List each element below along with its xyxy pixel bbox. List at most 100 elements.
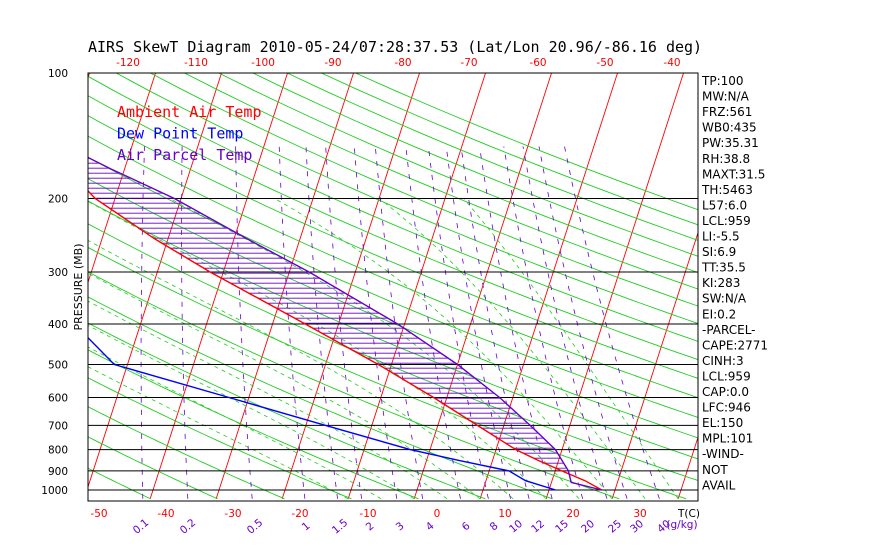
mixing-ratio-tick-label: 1 (300, 520, 313, 533)
dry-adiabat (88, 75, 698, 342)
dry-adiabat (88, 115, 698, 379)
index-entry: SW:N/A (702, 292, 747, 306)
bottom-temp-tick-label: -30 (224, 508, 241, 520)
pressure-tick-label: 900 (48, 466, 68, 478)
isotherm (0, 73, 24, 499)
index-entry: EI:0.2 (702, 307, 736, 321)
dry-adiabat (88, 296, 553, 500)
index-entry: TT:35.5 (701, 261, 746, 275)
top-temp-tick-label: -50 (596, 57, 613, 69)
top-temp-tick-label: -40 (663, 57, 680, 69)
pressure-tick-label: 1000 (41, 485, 68, 497)
index-entry: -WIND- (702, 447, 744, 461)
dry-adiabat (115, 73, 698, 324)
cape-hatching (88, 157, 569, 474)
mixing-ratio-tick-label: 0.2 (178, 517, 199, 537)
mixing-ratio-unit: (g/kg) (666, 519, 697, 531)
mixing-ratio-tick-label: 30 (628, 518, 646, 536)
isotherm (88, 73, 222, 489)
index-entry: NOT (702, 463, 728, 477)
dry-adiabat (355, 73, 698, 211)
dry-adiabat (88, 223, 698, 482)
dry-adiabat (88, 377, 352, 500)
index-entry: LFC:946 (702, 401, 751, 415)
mixing-ratio-line (479, 146, 553, 499)
dry-adiabat (321, 73, 698, 226)
dry-adiabat (252, 73, 698, 257)
bottom-temp-unit: T(C) (677, 508, 700, 520)
isotherm (744, 73, 870, 499)
chart-title: AIRS SkewT Diagram 2010-05-24/07:28:37.5… (88, 38, 702, 56)
index-entry: RH:38.8 (702, 152, 750, 166)
series-line-air-parcel-temp (88, 156, 602, 491)
plot-area (0, 73, 870, 500)
index-entry: PW:35.31 (702, 136, 759, 150)
moist-adiabat (379, 198, 646, 500)
dry-adiabat (88, 322, 486, 500)
plot-border (87, 72, 699, 502)
isotherm (347, 73, 486, 499)
mixing-ratio-line (305, 146, 338, 499)
index-entry: FRZ:561 (702, 105, 752, 119)
moist-adiabat (88, 366, 349, 500)
mixing-ratio-tick-label: 12 (529, 518, 547, 536)
bottom-temp-tick-label: 0 (434, 508, 441, 520)
dry-adiabat (218, 73, 698, 273)
index-entry: AVAIL (702, 478, 736, 492)
mixing-ratio-tick-label: 0.1 (131, 517, 152, 537)
bottom-temp-tick-label: 20 (566, 508, 579, 520)
legend-entry: Ambient Air Temp (117, 103, 262, 121)
y-axis-label: PRESSURE (MB) (72, 244, 85, 331)
mixing-ratio-line (325, 146, 363, 499)
isotherm (545, 73, 684, 499)
moist-adiabat (88, 324, 415, 500)
dry-adiabat (88, 467, 151, 500)
mixing-ratio-line (278, 146, 306, 499)
moist-adiabat (88, 200, 547, 500)
bottom-temp-tick-label: -10 (359, 508, 376, 520)
mixing-ratio-tick-label: 0.5 (245, 517, 266, 537)
moist-adiabat (463, 198, 679, 500)
mixing-ratio-tick-label: 4 (424, 520, 437, 534)
mixing-ratio-tick-label: 1.5 (330, 517, 351, 537)
legend: Ambient Air Temp Dew Point Temp Air Parcel… (117, 103, 262, 164)
legend-entry: Dew Point Temp (117, 125, 243, 143)
top-temp-tick-label: -80 (394, 57, 411, 69)
mixing-ratio-tick-label: 3 (394, 520, 407, 533)
dry-adiabat (88, 406, 285, 500)
pressure-tick-label: 400 (48, 319, 68, 331)
dry-adiabat (88, 135, 698, 399)
bottom-temp-tick-label: 30 (633, 508, 646, 520)
top-temp-tick-label: -110 (184, 57, 208, 69)
series-line-dew-point-temp (88, 336, 556, 491)
isotherm (479, 73, 618, 499)
index-entry: KI:283 (702, 276, 740, 290)
moist-adiabat (274, 198, 613, 500)
dry-adiabat (88, 95, 698, 361)
mixing-ratio-tick-label: 8 (488, 520, 501, 533)
mixing-ratio-tick-label: 6 (460, 520, 473, 534)
isotherm (215, 73, 354, 499)
pressure-tick-label: 100 (48, 68, 68, 80)
index-entry: MPL:101 (702, 432, 753, 446)
dry-adiabat (88, 246, 687, 500)
top-temp-tick-label: -90 (324, 57, 341, 69)
profile-lines (88, 156, 603, 491)
moist-adiabat (88, 239, 514, 500)
dry-adiabat (88, 349, 419, 500)
index-entry: L57:6.0 (702, 198, 747, 212)
mixing-ratio-tick-label: 15 (553, 518, 571, 536)
top-temp-tick-label: -100 (251, 57, 275, 69)
moist-adiabat (88, 346, 382, 500)
legend-entry: Air Parcel Temp (117, 146, 252, 164)
isotherm (149, 73, 288, 499)
bottom-temp-tick-label: 10 (498, 508, 511, 520)
pressure-tick-label: 300 (48, 267, 68, 279)
mixing-ratio-tick-label: 25 (606, 518, 624, 536)
index-entry: CINH:3 (702, 354, 744, 368)
pressure-tick-label: 700 (48, 420, 68, 432)
bottom-temp-tick-label: -20 (291, 508, 308, 520)
bottom-temp-tick-label: -40 (157, 508, 174, 520)
pressure-tick-label: 200 (48, 194, 68, 206)
